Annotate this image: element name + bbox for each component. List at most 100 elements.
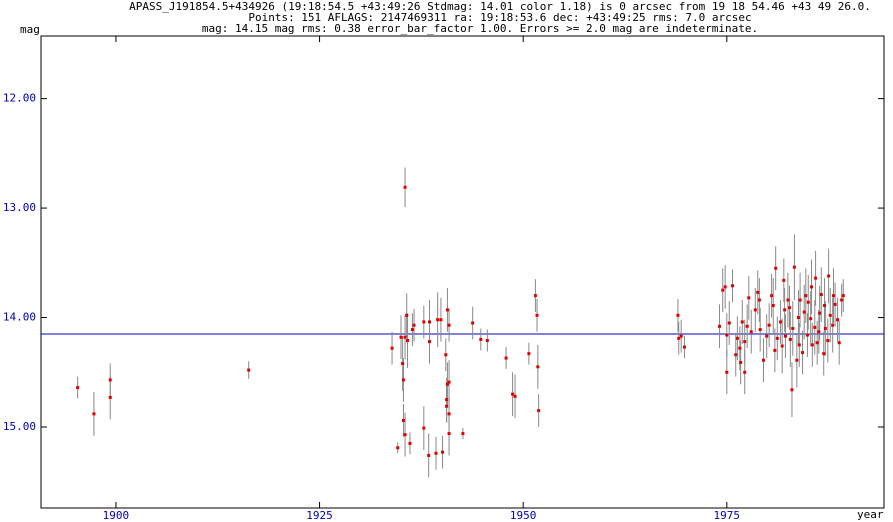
- x-tick-label: 1975: [714, 509, 741, 522]
- data-point: [405, 313, 409, 317]
- data-point: [790, 388, 794, 392]
- data-point: [247, 368, 251, 372]
- data-point: [782, 278, 786, 282]
- data-point: [788, 337, 792, 341]
- data-point: [677, 336, 681, 340]
- data-point: [422, 426, 426, 430]
- data-point: [783, 334, 787, 338]
- data-point: [92, 412, 96, 416]
- chart-note: mag: 14.15 mag rms: 0.38 error_bar_facto…: [202, 22, 758, 35]
- data-point: [445, 398, 449, 402]
- data-point: [676, 313, 680, 317]
- data-point: [779, 320, 783, 324]
- data-point: [406, 339, 410, 343]
- data-point: [461, 432, 465, 436]
- data-point: [399, 335, 403, 339]
- data-point: [390, 346, 394, 350]
- data-point: [447, 323, 451, 327]
- data-point: [410, 328, 414, 332]
- data-point: [740, 320, 744, 324]
- data-point: [756, 290, 760, 294]
- data-point: [108, 378, 112, 382]
- data-point: [447, 380, 451, 384]
- data-point: [428, 340, 432, 344]
- data-point: [837, 341, 841, 345]
- data-point: [761, 358, 765, 362]
- data-point: [533, 294, 537, 298]
- data-point: [815, 341, 819, 345]
- data-point: [804, 294, 808, 298]
- data-point: [758, 328, 762, 332]
- x-tick-label: 1925: [306, 509, 333, 522]
- data-point: [436, 318, 440, 322]
- data-point: [773, 348, 777, 352]
- data-point: [819, 293, 823, 297]
- data-point: [447, 432, 451, 436]
- data-point: [818, 311, 822, 315]
- data-point: [809, 317, 813, 321]
- data-point: [445, 382, 449, 386]
- data-point: [743, 340, 747, 344]
- data-point: [408, 441, 412, 445]
- data-point: [810, 285, 814, 289]
- data-point: [805, 333, 809, 337]
- data-point: [774, 266, 778, 270]
- y-axis-label: mag: [20, 23, 40, 36]
- data-point: [513, 394, 517, 398]
- data-point: [801, 351, 805, 355]
- data-point: [753, 308, 757, 312]
- data-point: [747, 296, 751, 300]
- data-point: [679, 334, 683, 338]
- data-point: [412, 323, 416, 327]
- data-point: [403, 335, 407, 339]
- data-point: [757, 298, 761, 302]
- data-point: [786, 298, 790, 302]
- data-point: [840, 298, 844, 302]
- plot-frame: [40, 35, 885, 509]
- data-point: [743, 370, 747, 374]
- y-tick-label: 14.00: [3, 311, 36, 324]
- data-point: [725, 370, 729, 374]
- data-point: [749, 330, 753, 334]
- data-point: [767, 323, 771, 327]
- data-point: [827, 274, 831, 278]
- data-point: [745, 324, 749, 328]
- data-point: [441, 450, 445, 454]
- data-point: [791, 326, 795, 330]
- data-point: [537, 409, 541, 413]
- data-point: [401, 378, 405, 382]
- data-point: [535, 313, 539, 317]
- data-point: [479, 337, 483, 341]
- data-point: [795, 358, 799, 362]
- data-point: [828, 313, 832, 317]
- data-point: [797, 343, 801, 347]
- data-point: [396, 446, 400, 450]
- data-point: [823, 326, 827, 330]
- data-point: [817, 330, 821, 334]
- data-point: [765, 334, 769, 338]
- data-point: [806, 300, 810, 304]
- data-point: [841, 294, 845, 298]
- data-point: [836, 318, 840, 322]
- data-point: [802, 310, 806, 314]
- x-tick-label: 1950: [510, 509, 537, 522]
- data-point: [511, 392, 515, 396]
- data-point: [826, 339, 830, 343]
- y-tick-label: 13.00: [3, 201, 36, 214]
- data-point: [810, 343, 814, 347]
- data-point: [798, 298, 802, 302]
- data-point: [775, 336, 779, 340]
- chart-subtitle: Points: 151 AFLAGS: 2147469311 ra: 19:18…: [248, 11, 751, 24]
- data-point: [536, 365, 540, 369]
- data-point: [738, 346, 742, 350]
- data-point: [504, 356, 508, 360]
- data-point: [731, 284, 735, 288]
- data-point: [401, 418, 405, 422]
- data-point: [403, 433, 407, 437]
- y-tick-label: 12.00: [3, 92, 36, 105]
- data-point: [739, 360, 743, 364]
- data-point: [717, 324, 721, 328]
- data-point: [447, 412, 451, 416]
